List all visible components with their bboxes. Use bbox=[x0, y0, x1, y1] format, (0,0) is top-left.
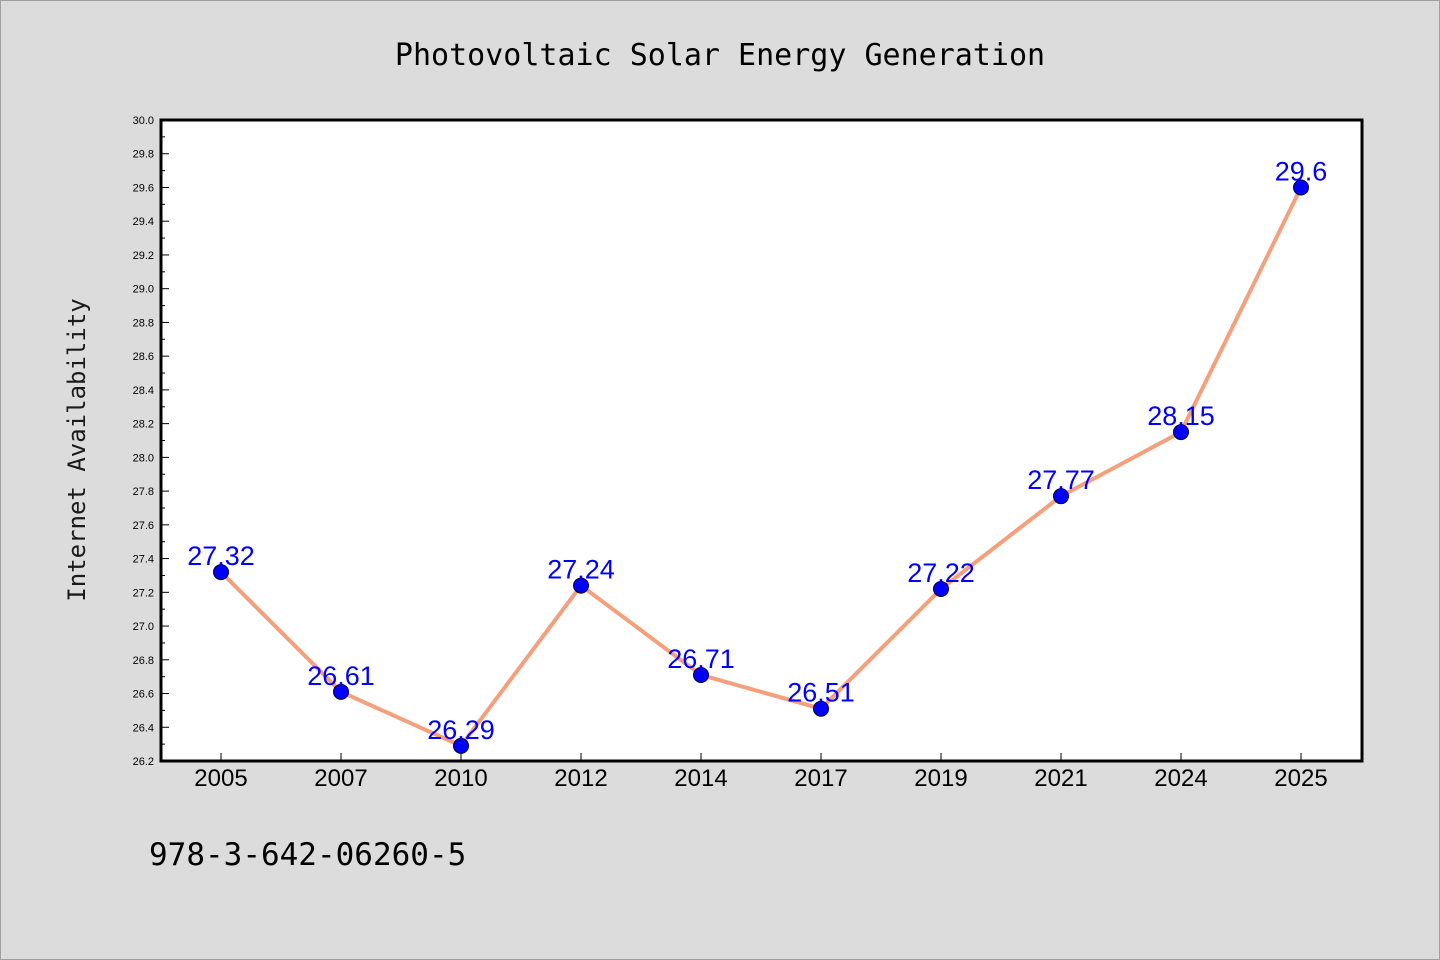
data-label: 28.15 bbox=[1147, 401, 1215, 431]
data-label: 27.32 bbox=[187, 541, 255, 571]
x-tick-label: 2007 bbox=[314, 765, 367, 792]
y-tick-label: 27.6 bbox=[133, 520, 154, 532]
isbn-text: 978-3-642-06260-5 bbox=[149, 837, 466, 873]
data-point bbox=[453, 737, 469, 754]
y-tick-label: 30.0 bbox=[133, 115, 154, 127]
data-point bbox=[813, 700, 829, 717]
x-tick-label: 2019 bbox=[914, 765, 967, 792]
y-axis: 26.2 26.4 26.6 26.8 27.0 27.2 27.4 27.6 27.8 28.0… bbox=[133, 115, 169, 768]
data-point bbox=[333, 683, 349, 700]
y-tick-label: 29.6 bbox=[133, 182, 154, 194]
x-tick-label: 2014 bbox=[674, 765, 727, 792]
x-tick-label: 2017 bbox=[794, 765, 847, 792]
x-tick-label: 2025 bbox=[1274, 765, 1327, 792]
data-point bbox=[933, 580, 949, 597]
data-label: 26.71 bbox=[667, 644, 735, 674]
data-point bbox=[1293, 179, 1309, 196]
y-tick-label: 28.6 bbox=[133, 351, 154, 363]
x-tick-label: 2024 bbox=[1154, 765, 1207, 792]
data-point bbox=[1173, 424, 1189, 441]
y-tick-label: 26.6 bbox=[133, 689, 154, 701]
x-tick-label: 2021 bbox=[1034, 765, 1087, 792]
y-tick-label: 28.0 bbox=[133, 452, 154, 464]
data-label: 27.22 bbox=[907, 558, 975, 588]
series-lines bbox=[219, 185, 1303, 748]
data-label: 27.24 bbox=[547, 555, 615, 585]
y-tick-label: 27.0 bbox=[133, 621, 154, 633]
y-tick-label: 26.2 bbox=[133, 756, 154, 768]
x-tick-label: 2012 bbox=[554, 765, 607, 792]
data-label: 27.77 bbox=[1027, 465, 1095, 495]
y-tick-label: 27.4 bbox=[133, 554, 154, 566]
y-tick-label: 29.4 bbox=[133, 216, 154, 228]
data-point bbox=[213, 564, 229, 581]
data-label: 29.6 bbox=[1275, 156, 1328, 186]
chart-title: Photovoltaic Solar Energy Generation bbox=[395, 38, 1045, 73]
y-tick-label: 27.2 bbox=[133, 587, 154, 599]
y-tick-label: 27.8 bbox=[133, 486, 154, 498]
data-label: 26.29 bbox=[427, 715, 495, 745]
data-labels: 27.32 26.61 26.29 27.24 26.71 26.51 27.22 27.77… bbox=[187, 156, 1327, 744]
y-tick-label: 29.8 bbox=[133, 149, 154, 161]
x-axis: 2005 2007 2010 2012 2014 2017 2019 2021 2024 2025 bbox=[194, 753, 1328, 792]
series-line bbox=[219, 185, 1303, 748]
y-axis-label: Internet Availability bbox=[63, 298, 91, 601]
y-tick-label: 26.4 bbox=[133, 722, 154, 734]
data-point bbox=[693, 666, 709, 683]
x-tick-label: 2010 bbox=[434, 765, 487, 792]
data-point bbox=[1053, 488, 1069, 505]
y-tick-label: 28.8 bbox=[133, 317, 154, 329]
y-tick-label: 28.2 bbox=[133, 419, 154, 431]
y-tick-label: 29.2 bbox=[133, 250, 154, 262]
data-point bbox=[573, 577, 589, 594]
y-tick-label: 26.8 bbox=[133, 655, 154, 667]
data-label: 26.51 bbox=[787, 678, 855, 708]
series-points bbox=[213, 179, 1309, 754]
y-tick-label: 29.0 bbox=[133, 284, 154, 296]
y-tick-label: 28.4 bbox=[133, 385, 154, 397]
data-label: 26.61 bbox=[307, 661, 375, 691]
x-tick-label: 2005 bbox=[194, 765, 247, 792]
